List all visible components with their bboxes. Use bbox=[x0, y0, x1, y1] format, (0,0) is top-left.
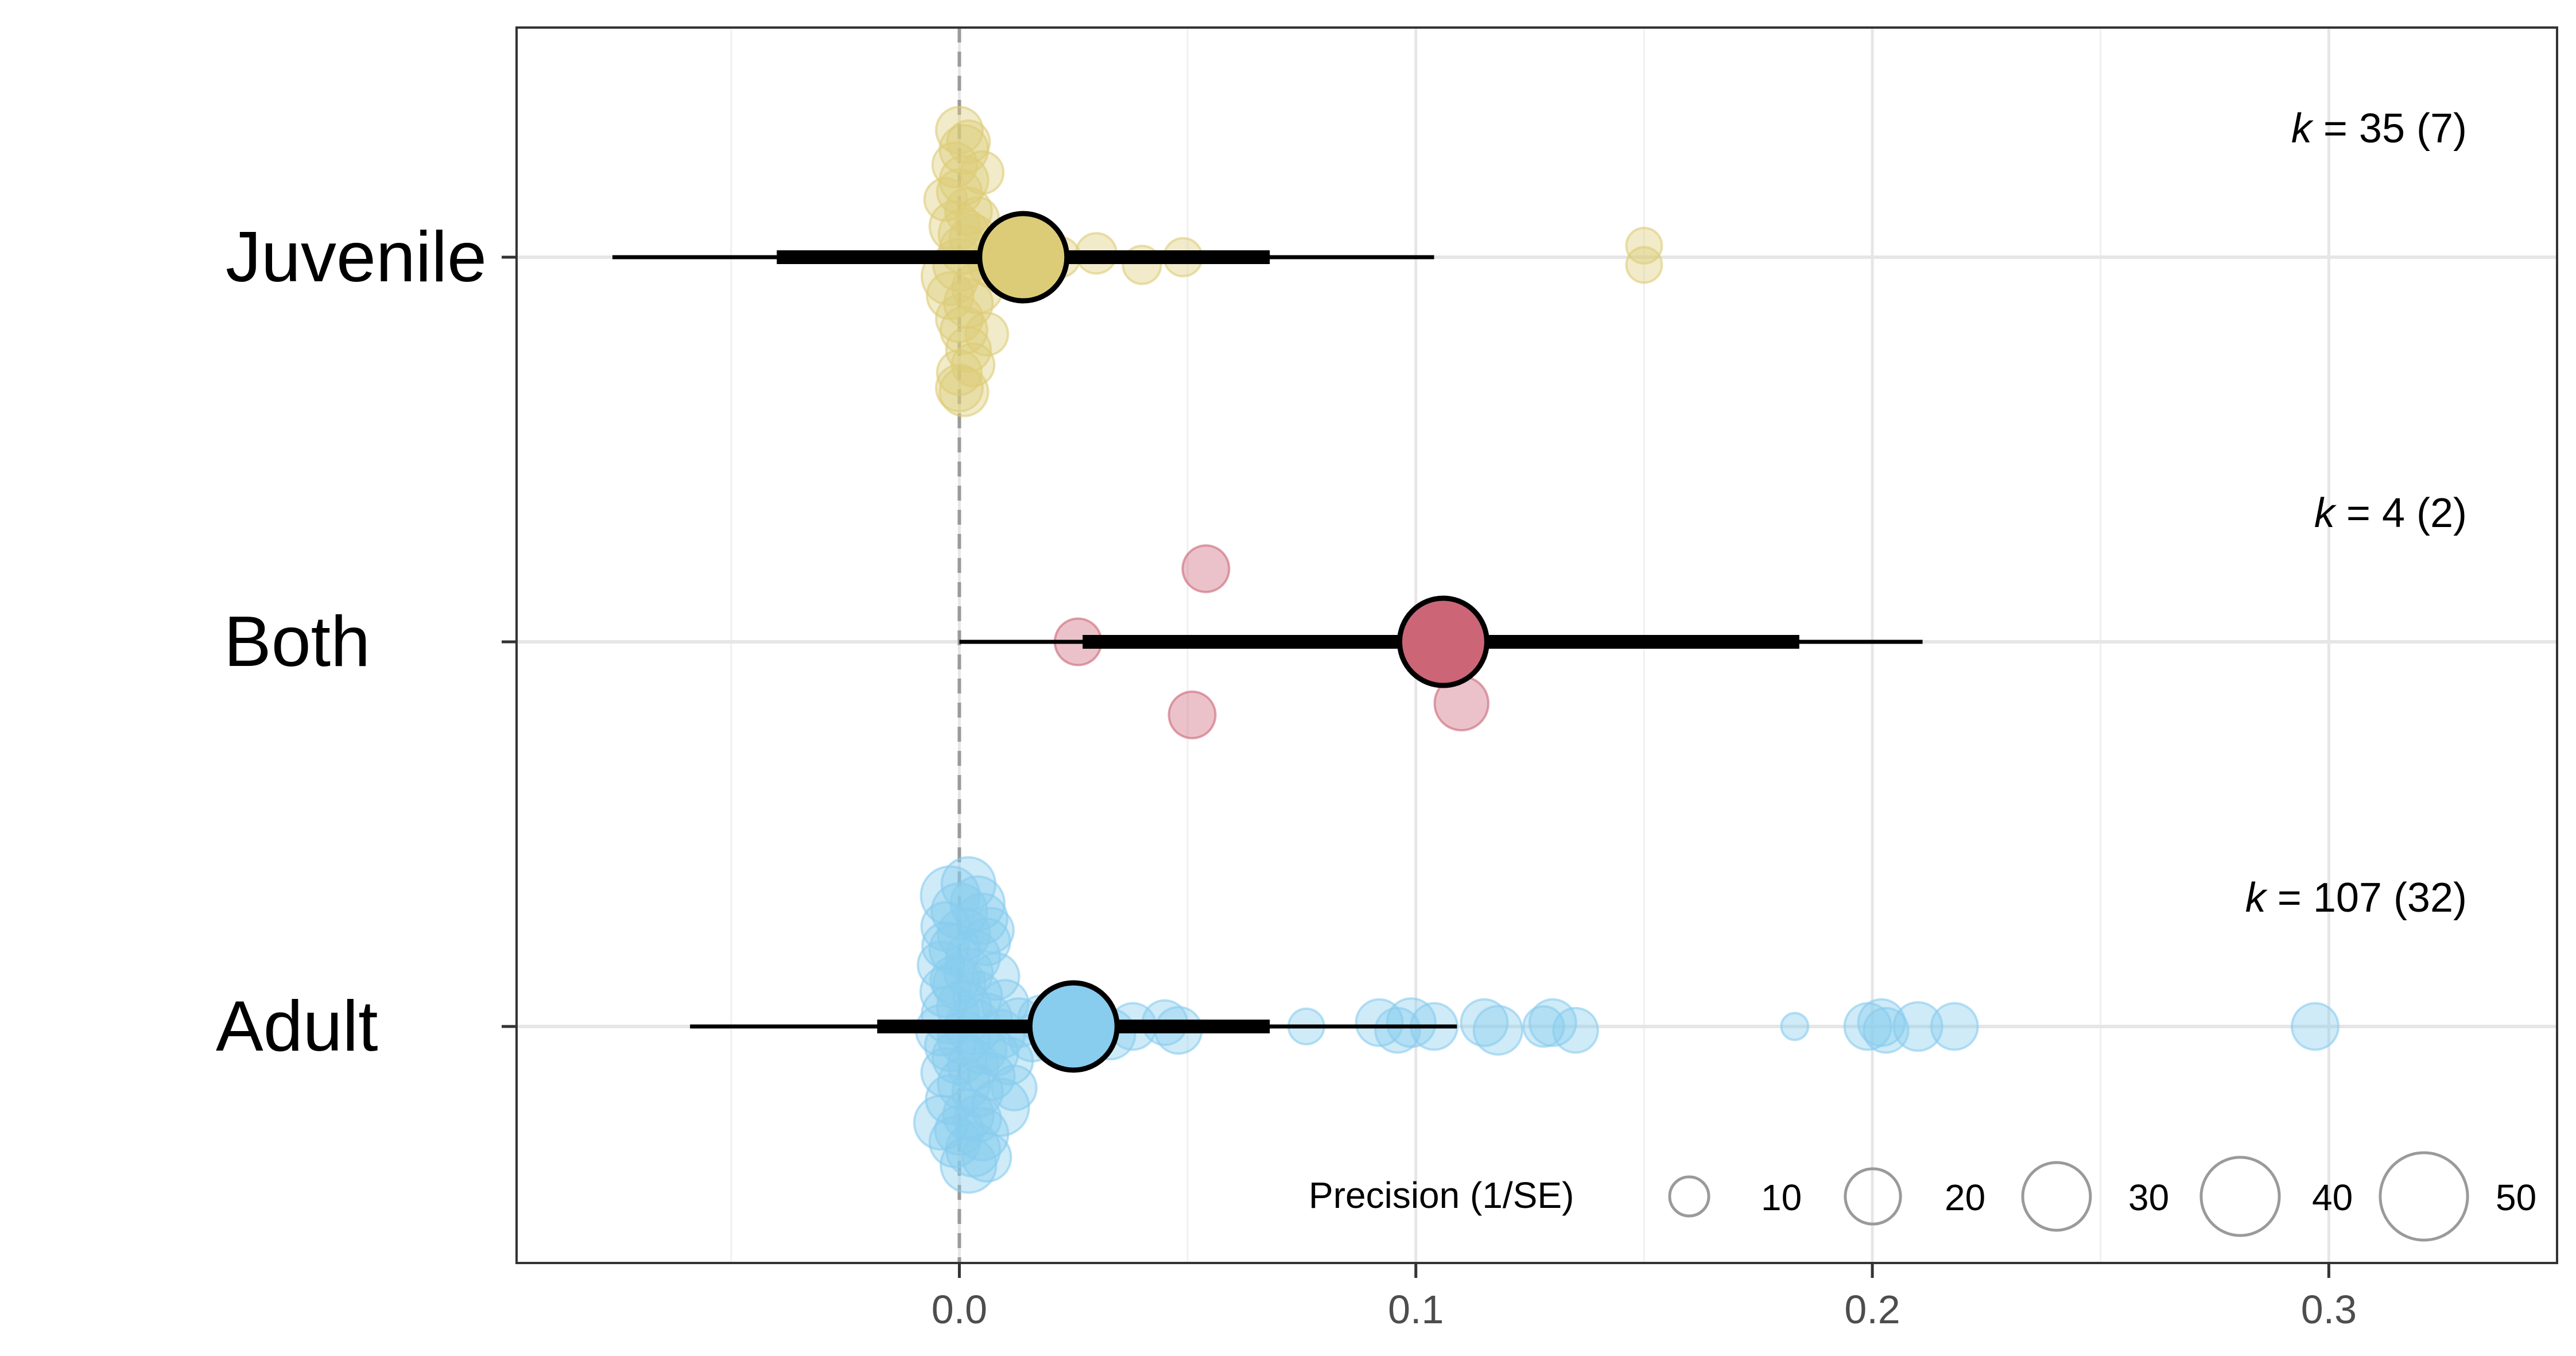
effect-size-point bbox=[968, 906, 1015, 954]
k-labels: k = 35 (7) k = 4 (2) k = 107 (32) bbox=[2245, 106, 2467, 921]
effect-size-point bbox=[964, 312, 1010, 357]
k-label: k = 35 (7) bbox=[2291, 106, 2467, 152]
effect-size-points bbox=[913, 106, 2340, 1194]
effect-size-point bbox=[1552, 1006, 1599, 1054]
effect-size-point bbox=[938, 366, 990, 417]
y-axis-tick-label: Adult bbox=[216, 987, 378, 1066]
legend-size-circle bbox=[1668, 1175, 1710, 1218]
effect-size-point bbox=[946, 119, 991, 164]
effect-size-point bbox=[972, 1030, 1019, 1077]
effect-size-point bbox=[1167, 690, 1217, 739]
legend-size-label: 40 bbox=[2312, 1177, 2353, 1218]
legend-size-label: 20 bbox=[1945, 1177, 1985, 1218]
group-estimates bbox=[977, 211, 1489, 1073]
effect-size-point bbox=[934, 363, 984, 413]
legend-size-circle bbox=[2379, 1151, 2469, 1242]
legend-title: Precision (1/SE) bbox=[1309, 1175, 1574, 1216]
x-axis-tick-label: 0.1 bbox=[1388, 1287, 1444, 1332]
effect-size-point bbox=[940, 1136, 998, 1194]
effect-size-point bbox=[929, 955, 980, 1006]
effect-size-point bbox=[1780, 1012, 1810, 1041]
x-axis-tick-label: 0.3 bbox=[2301, 1287, 2357, 1332]
y-axis-tick-label: Juvenile bbox=[226, 218, 487, 297]
x-axis-tick-label: 0.0 bbox=[932, 1287, 987, 1332]
legend-size-label: 30 bbox=[2128, 1177, 2169, 1218]
panel-border bbox=[515, 26, 2558, 1264]
precision-legend: Precision (1/SE) 10 20 30 40 50 bbox=[1309, 1151, 2536, 1242]
legend-size-label: 10 bbox=[1761, 1177, 1802, 1218]
group-estimate-point bbox=[977, 211, 1070, 304]
effect-size-point bbox=[1460, 998, 1509, 1047]
effect-size-point bbox=[1181, 544, 1231, 594]
legend-size-circle bbox=[2021, 1161, 2092, 1232]
legend-size-circle bbox=[1844, 1167, 1902, 1226]
k-label: k = 4 (2) bbox=[2314, 490, 2467, 536]
effect-size-point bbox=[945, 326, 992, 373]
x-axis-tick-label: 0.2 bbox=[1844, 1287, 1900, 1332]
effect-size-point bbox=[1930, 1002, 1979, 1051]
effect-size-point bbox=[953, 1094, 1002, 1144]
effect-size-point bbox=[1857, 998, 1906, 1047]
legend-size-label: 50 bbox=[2496, 1177, 2536, 1218]
effect-size-point bbox=[1625, 226, 1663, 265]
effect-size-point bbox=[971, 1078, 1030, 1137]
y-axis: Juvenile Both Adult bbox=[216, 218, 517, 1066]
effect-size-point bbox=[2290, 1002, 2340, 1051]
k-label: k = 107 (32) bbox=[2245, 875, 2467, 921]
effect-size-point bbox=[1625, 246, 1663, 284]
y-axis-tick-label: Both bbox=[224, 602, 370, 681]
effect-size-point bbox=[936, 349, 983, 396]
effect-size-point bbox=[1472, 1005, 1524, 1056]
effect-size-point bbox=[961, 1132, 1012, 1183]
group-estimate-point bbox=[1027, 980, 1120, 1073]
effect-size-point bbox=[926, 271, 975, 320]
effect-size-point bbox=[1892, 1001, 1943, 1052]
x-axis: 0.0 0.1 0.2 0.3 bbox=[932, 1263, 2357, 1332]
group-estimate-point bbox=[1396, 595, 1489, 688]
legend-size-circle bbox=[2199, 1156, 2281, 1237]
effect-size-point bbox=[1863, 1006, 1910, 1054]
